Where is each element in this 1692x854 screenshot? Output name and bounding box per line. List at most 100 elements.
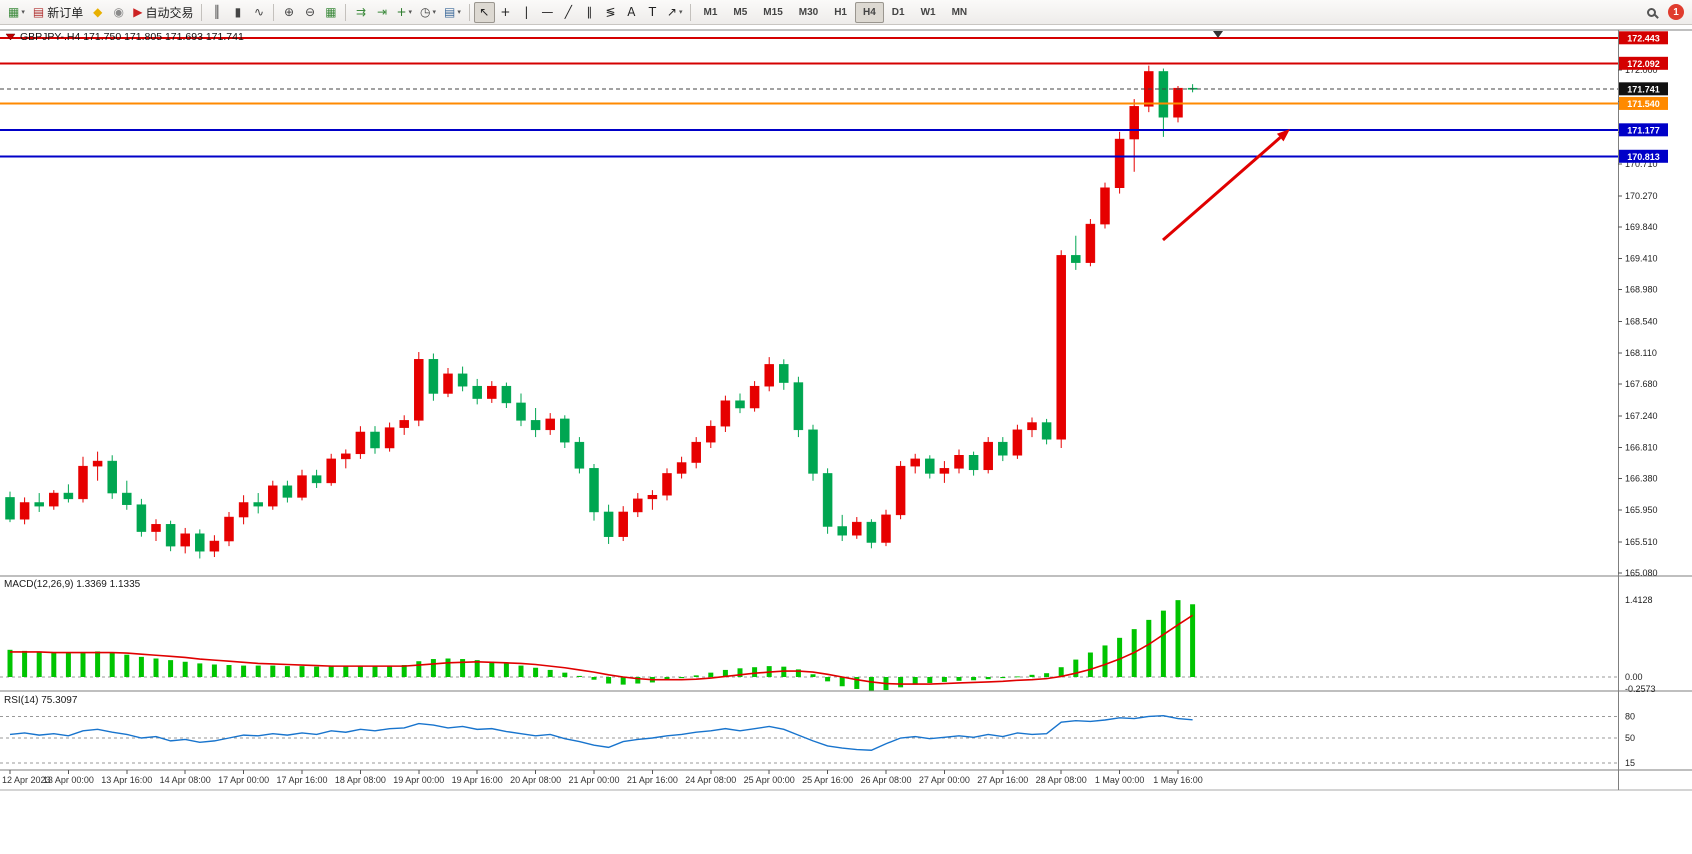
- candle: [1187, 84, 1198, 93]
- macd-histogram-bar: [387, 665, 393, 677]
- candle: [209, 535, 220, 558]
- tf-mn[interactable]: MN: [944, 2, 976, 23]
- label-button[interactable]: T: [642, 2, 663, 23]
- time-tick-label: 18 Apr 08:00: [335, 775, 386, 785]
- bar-chart-button[interactable]: ║: [206, 2, 227, 23]
- macd-histogram-bar: [503, 663, 509, 677]
- macd-histogram-bar: [226, 665, 232, 677]
- toolbar-separator: [468, 3, 470, 21]
- trendline-button[interactable]: ╱: [558, 2, 579, 23]
- time-tick-label: 27 Apr 16:00: [977, 775, 1028, 785]
- macd-histogram-bar: [343, 666, 349, 677]
- tf-w1[interactable]: W1: [913, 2, 944, 23]
- candle: [414, 352, 424, 427]
- tile-windows-button[interactable]: ▦: [320, 2, 341, 23]
- autotrading-icon: ▶: [133, 5, 143, 19]
- price-tick-label: 165.510: [1625, 537, 1658, 547]
- svg-text:171.177: 171.177: [1627, 125, 1660, 135]
- macd-histogram-bar: [124, 654, 130, 677]
- macd-histogram-bar: [445, 658, 451, 677]
- zoom-in-button[interactable]: ⊕: [278, 2, 299, 23]
- line-chart-button[interactable]: ∿: [248, 2, 269, 23]
- new-order-button[interactable]: ▤ 新订单: [29, 2, 87, 23]
- macd-histogram-bar: [679, 677, 685, 679]
- chart-shift-icon: ⇥: [376, 5, 387, 19]
- autotrading-button[interactable]: ▶ 自动交易: [129, 2, 197, 23]
- new-order-icon: ▤: [32, 5, 45, 19]
- macd-histogram-bar: [357, 665, 363, 677]
- candle: [49, 490, 59, 510]
- trendline-icon: ╱: [564, 5, 573, 19]
- arrows-button[interactable]: ↗ ▾: [663, 2, 687, 23]
- macd-histogram-bar: [430, 659, 436, 677]
- tf-m5[interactable]: M5: [725, 2, 755, 23]
- macd-histogram-bar: [284, 666, 290, 677]
- price-badge: 171.177: [1619, 123, 1668, 137]
- macd-histogram-bar: [1044, 673, 1050, 677]
- macd-histogram-bar: [912, 677, 918, 685]
- chart-canvas[interactable]: 172.000171.570171.140170.710170.270169.8…: [0, 25, 1692, 854]
- templates-button[interactable]: ▤ ▾: [440, 2, 465, 23]
- macd-histogram-bar: [606, 677, 612, 684]
- metaeditor-button[interactable]: ◆: [87, 2, 108, 23]
- fibonacci-button[interactable]: ≶: [600, 2, 621, 23]
- candle: [341, 449, 351, 469]
- community-button[interactable]: ◉: [108, 2, 129, 23]
- tf-h4[interactable]: H4: [855, 1, 884, 23]
- periods-button[interactable]: ◷ ▾: [416, 2, 440, 23]
- chart-menu-icon[interactable]: [5, 33, 16, 41]
- candle: [5, 491, 15, 523]
- tile-windows-icon: ▦: [325, 5, 337, 19]
- horizontal-line-icon: —: [541, 5, 554, 19]
- tf-h1[interactable]: H1: [826, 2, 855, 23]
- zoom-out-icon: ⊖: [304, 5, 315, 19]
- svg-text:171.540: 171.540: [1627, 99, 1660, 109]
- cursor-button[interactable]: ↖: [473, 1, 495, 23]
- crosshair-button[interactable]: +: [495, 2, 516, 23]
- vertical-line-button[interactable]: |: [516, 2, 537, 23]
- tf-d1[interactable]: D1: [884, 2, 913, 23]
- candle: [925, 455, 935, 479]
- macd-histogram-bar: [795, 669, 801, 677]
- macd-histogram-bar: [854, 677, 860, 689]
- auto-scroll-icon: ⇉: [355, 5, 366, 19]
- channel-button[interactable]: ∥: [579, 2, 600, 23]
- price-tick-label: 165.080: [1625, 568, 1658, 578]
- zoom-out-button[interactable]: ⊖: [299, 2, 320, 23]
- candlestick-chart-button[interactable]: ▮: [227, 2, 248, 23]
- macd-histogram-bar: [927, 677, 933, 683]
- new-chart-button[interactable]: ▦ ▾: [4, 2, 29, 23]
- text-button[interactable]: A: [621, 2, 642, 23]
- price-badge: 172.443: [1619, 31, 1668, 45]
- candle: [165, 520, 176, 552]
- rsi-axis-label: 15: [1625, 758, 1635, 768]
- candle: [720, 395, 731, 432]
- macd-histogram-bar: [971, 677, 977, 681]
- price-tick-label: 168.110: [1625, 348, 1657, 358]
- macd-indicator-label: MACD(12,26,9) 1.3369 1.1335: [4, 579, 141, 590]
- chart-shift-marker-icon[interactable]: [1213, 31, 1223, 38]
- macd-histogram-bar: [620, 677, 626, 685]
- macd-histogram-bar: [182, 661, 188, 677]
- auto-scroll-button[interactable]: ⇉: [350, 2, 371, 23]
- tf-m1[interactable]: M1: [695, 2, 725, 23]
- candle: [574, 437, 585, 474]
- periods-icon: ◷: [420, 5, 431, 19]
- tf-m30[interactable]: M30: [791, 2, 826, 23]
- candle: [735, 393, 745, 414]
- macd-histogram-bar: [474, 660, 480, 677]
- candle: [1114, 131, 1125, 194]
- price-badge: 170.813: [1619, 149, 1668, 163]
- chart-shift-button[interactable]: ⇥: [371, 2, 392, 23]
- trend-arrow-annotation[interactable]: [1162, 129, 1290, 242]
- tf-m15[interactable]: M15: [755, 2, 790, 23]
- notifications-badge[interactable]: 1: [1668, 4, 1684, 20]
- candle: [968, 451, 979, 476]
- macd-axis-label: 1.4128: [1625, 595, 1653, 605]
- horizontal-line-button[interactable]: —: [537, 2, 558, 23]
- templates-icon: ▤: [444, 5, 456, 19]
- search-button[interactable]: [1641, 2, 1662, 23]
- indicators-button[interactable]: + ▾: [392, 2, 416, 23]
- candle: [998, 437, 1008, 462]
- time-tick-label: 13 Apr 00:00: [43, 775, 94, 785]
